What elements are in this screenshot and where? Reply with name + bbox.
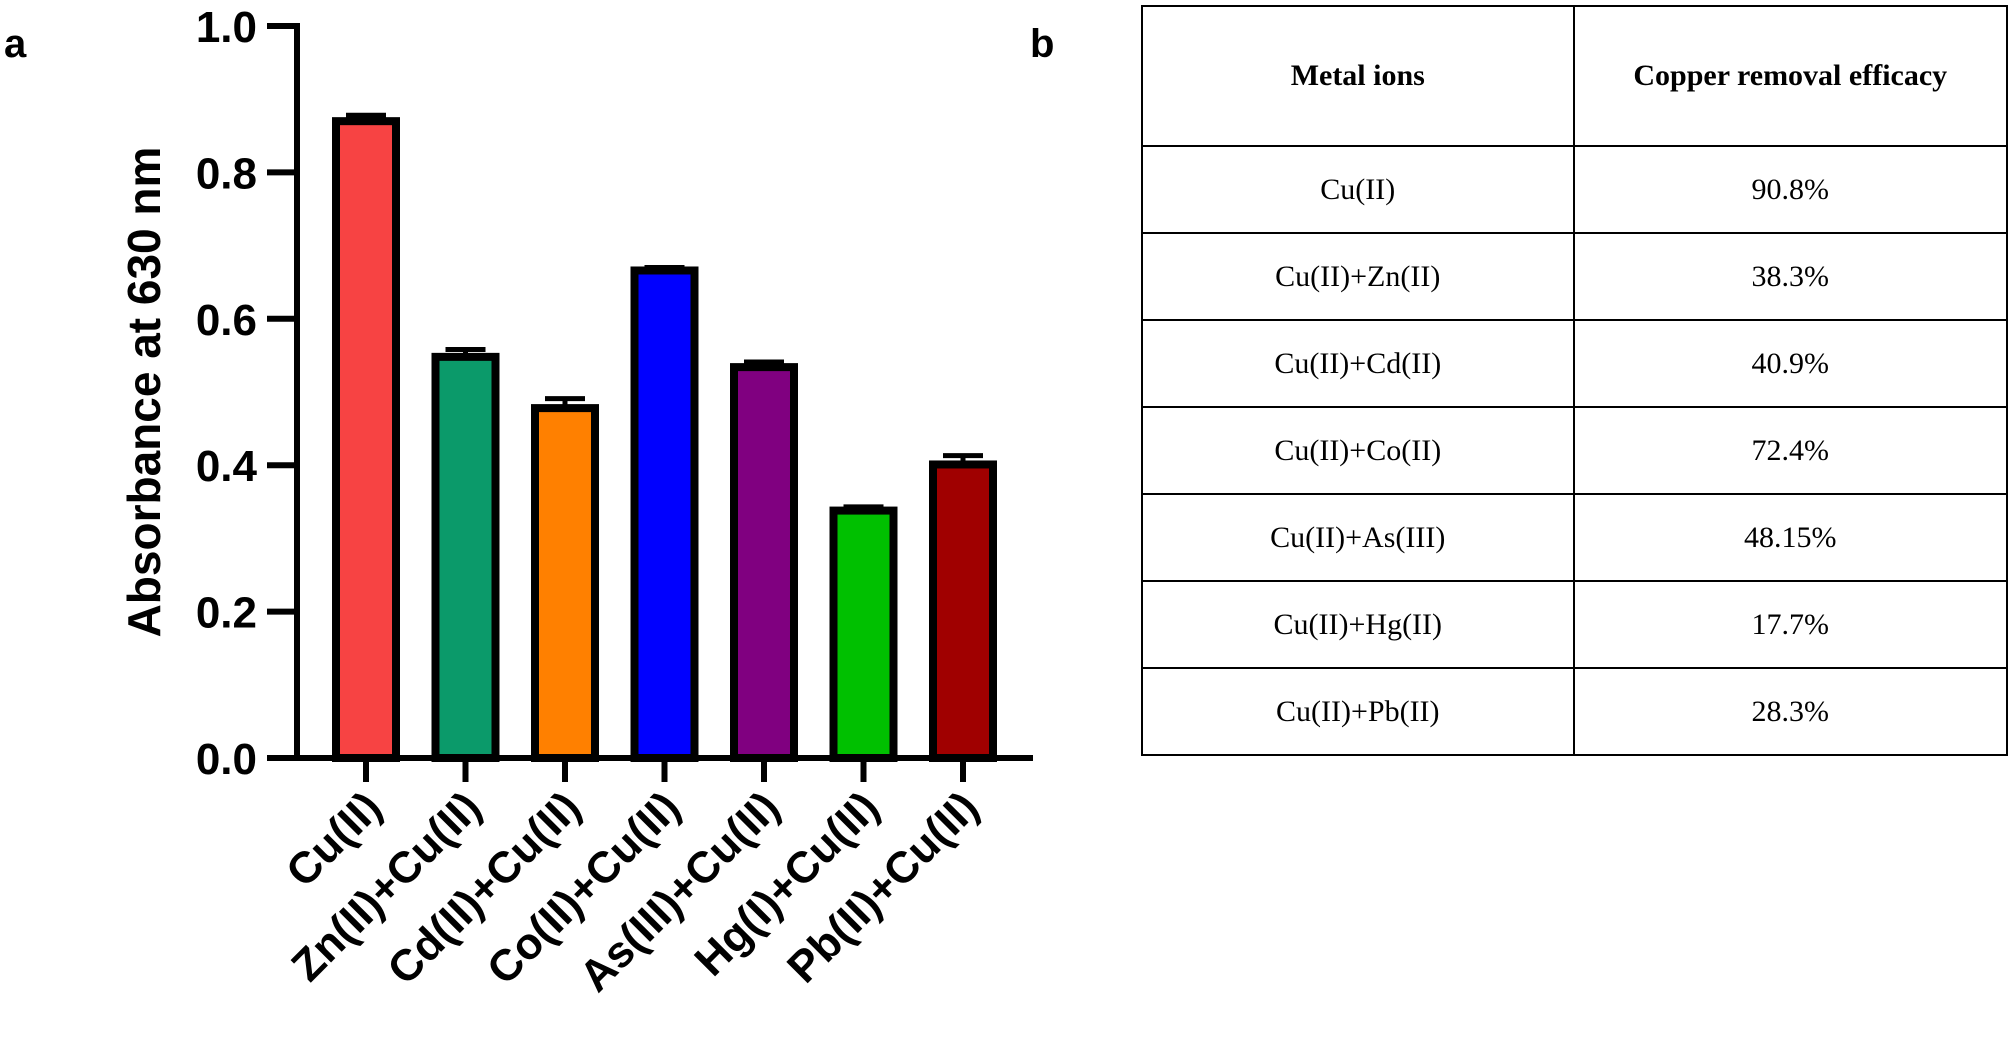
efficacy-cell: 40.9% <box>1572 319 2008 408</box>
column-header-metal-ions: Metal ions <box>1141 5 1575 147</box>
efficacy-cell: 48.15% <box>1572 493 2008 582</box>
table-row: Cu(II)+Co(II) 72.4% <box>1141 406 2008 495</box>
efficacy-cell: 90.8% <box>1572 145 2008 234</box>
bar <box>332 117 400 763</box>
y-tick-label: 0.8 <box>196 149 257 198</box>
table-header-row: Metal ions Copper removal efficacy <box>1141 5 2008 147</box>
panel-label-a: a <box>4 22 27 66</box>
metal-ion-cell: Cu(II)+Co(II) <box>1141 406 1575 495</box>
bar <box>929 460 997 762</box>
table-row: Cu(II) 90.8% <box>1141 145 2008 234</box>
metal-ion-cell: Cu(II) <box>1141 145 1575 234</box>
table-row: Cu(II)+As(III) 48.15% <box>1141 493 2008 582</box>
bar <box>431 352 500 762</box>
bar <box>531 404 599 762</box>
efficacy-cell: 17.7% <box>1572 580 2008 669</box>
table-row: Cu(II)+Pb(II) 28.3% <box>1141 667 2008 756</box>
y-axis-title: Absorbance at 630 nm <box>118 147 170 638</box>
table-row: Cu(II)+Zn(II) 38.3% <box>1141 232 2008 321</box>
table-row: Cu(II)+Hg(II) 17.7% <box>1141 580 2008 669</box>
metal-ion-cell: Cu(II)+Pb(II) <box>1141 667 1575 756</box>
efficacy-cell: 28.3% <box>1572 667 2008 756</box>
bar <box>630 266 699 762</box>
metal-ion-cell: Cu(II)+Cd(II) <box>1141 319 1575 408</box>
y-tick-label: 0.6 <box>196 296 257 345</box>
table-row: Cu(II)+Cd(II) 40.9% <box>1141 319 2008 408</box>
metal-ion-table: Metal ions Copper removal efficacy Cu(II… <box>1141 5 2008 756</box>
y-tick-label: 0.4 <box>196 442 258 491</box>
metal-ion-cell: Cu(II)+Hg(II) <box>1141 580 1575 669</box>
bar <box>829 506 898 763</box>
panel-label-b: b <box>1030 22 1055 66</box>
y-tick-label: 0.0 <box>196 735 257 784</box>
efficacy-cell: 72.4% <box>1572 406 2008 495</box>
bar <box>730 363 798 762</box>
bar-chart: Cu(II)Zn(II)+Cu(II)Cd(II)+Cu(II)Co(II)+C… <box>118 3 1033 1001</box>
column-header-copper-removal-efficacy: Copper removal efficacy <box>1572 5 2008 147</box>
metal-ion-cell: Cu(II)+As(III) <box>1141 493 1575 582</box>
y-tick-label: 1.0 <box>196 3 257 52</box>
y-tick-label: 0.2 <box>196 589 257 638</box>
metal-ion-table-panel: Metal ions Copper removal efficacy Cu(II… <box>1141 5 2008 756</box>
efficacy-cell: 38.3% <box>1572 232 2008 321</box>
metal-ion-cell: Cu(II)+Zn(II) <box>1141 232 1575 321</box>
